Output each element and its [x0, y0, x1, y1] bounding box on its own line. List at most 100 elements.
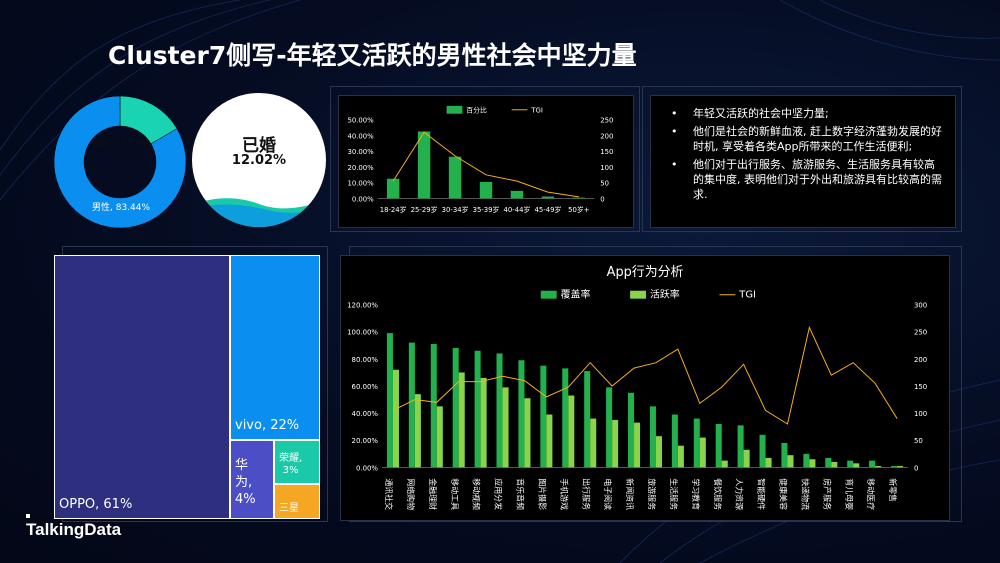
page-title: Cluster7侧写-年轻又活跃的男性社会中坚力量 — [108, 41, 637, 70]
bar-覆盖率-5 — [496, 353, 503, 468]
y-tick-label: 50.00% — [347, 117, 374, 125]
bar-覆盖率-23 — [891, 466, 898, 468]
x-tick-label: 40-44岁 — [504, 205, 531, 214]
x-tick-label: 生活服务 — [669, 478, 679, 510]
bar-活跃率-15 — [721, 460, 728, 468]
x-tick-label: 餐饮服务 — [713, 478, 723, 510]
treemap-label-huawei: 华 为, 4% — [235, 458, 256, 507]
y2-tick-label: 50 — [600, 180, 609, 188]
bar-活跃率-20 — [831, 461, 838, 468]
x-tick-label: 移动工具 — [450, 478, 460, 510]
donut-label-male: 男性, 83.44% — [92, 201, 150, 213]
legend-label-覆盖率: 覆盖率 — [561, 288, 591, 301]
bar-活跃率-13 — [677, 445, 684, 468]
x-tick-label: 人力资源 — [735, 478, 745, 510]
insight-item: 年轻又活跃的社会中坚力量; — [671, 106, 943, 121]
y-tick-label: 0.00% — [352, 195, 374, 203]
x-tick-label: 通讯社交 — [384, 478, 394, 510]
bar-覆盖率-8 — [562, 368, 569, 468]
bar-覆盖率-18 — [781, 442, 788, 468]
wave-decoration — [192, 198, 326, 227]
treemap-cell-huawei: 华 为, 4% — [231, 441, 273, 518]
y2-tick-label: 100 — [600, 164, 613, 172]
donut-label-female: 女性, 16.56% — [92, 137, 150, 149]
treemap-cell-samsung: 三星 — [275, 485, 319, 518]
y2-tick-label: 250 — [600, 117, 613, 125]
bar-活跃率-21 — [853, 463, 860, 468]
y-tick-label: 60.00% — [352, 383, 379, 391]
x-tick-label: 金融理财 — [428, 478, 438, 510]
treemap-cell-vivo: vivo, 22% — [231, 256, 319, 439]
y2-tick-label: 250 — [914, 329, 927, 337]
y2-tick-label: 200 — [914, 356, 927, 364]
bar-覆盖率-9 — [584, 371, 591, 468]
bar-覆盖率-12 — [649, 406, 656, 468]
bar-活跃率-10 — [612, 419, 619, 468]
bar-百分比-3 — [479, 181, 493, 199]
treemap-cell-oppo: OPPO, 61% — [55, 256, 229, 518]
y2-tick-label: 100 — [914, 410, 927, 418]
treemap-label-honor: 荣耀, 3% — [279, 453, 303, 476]
bar-覆盖率-15 — [715, 423, 722, 468]
bar-百分比-6 — [572, 197, 586, 199]
y-tick-label: 30.00% — [347, 148, 374, 156]
bar-活跃率-5 — [502, 387, 509, 468]
bar-百分比-2 — [448, 156, 462, 199]
bar-覆盖率-10 — [606, 387, 613, 468]
bar-覆盖率-21 — [847, 460, 854, 468]
legend-swatch-百分比 — [446, 105, 463, 114]
insight-item: 他们是社会的新鲜血液, 赶上数字经济蓬勃发展的好时机, 享受着各类App所带来的… — [671, 124, 943, 154]
logo-mark — [26, 514, 30, 518]
y-tick-label: 20.00% — [352, 437, 379, 445]
bar-活跃率-11 — [634, 422, 641, 468]
bar-百分比-1 — [417, 131, 431, 199]
x-tick-label: 育儿母婴 — [844, 478, 854, 510]
x-tick-label: 学习教育 — [691, 478, 701, 510]
bar-覆盖率-13 — [671, 414, 678, 468]
bar-活跃率-23 — [897, 466, 904, 468]
bar-覆盖率-22 — [869, 460, 876, 468]
bar-活跃率-4 — [480, 377, 487, 468]
y-tick-label: 120.00% — [347, 302, 378, 310]
x-tick-label: 新零售 — [888, 478, 898, 502]
x-tick-label: 45-49岁 — [534, 205, 561, 214]
bar-覆盖率-7 — [540, 365, 547, 468]
y-tick-label: 40.00% — [347, 132, 374, 140]
y-tick-label: 80.00% — [352, 356, 379, 364]
treemap-label-oppo: OPPO, 61% — [59, 497, 133, 512]
x-tick-label: 房产服务 — [822, 478, 832, 510]
line-TGI — [392, 131, 579, 198]
legend-label-百分比: 百分比 — [466, 106, 487, 115]
bar-活跃率-8 — [568, 395, 575, 468]
bar-覆盖率-17 — [759, 434, 766, 468]
x-tick-label: 25-29岁 — [411, 205, 438, 214]
y2-tick-label: 150 — [914, 383, 927, 391]
y2-tick-label: 0 — [600, 195, 604, 203]
y-tick-label: 40.00% — [352, 410, 379, 418]
insights-list: 年轻又活跃的社会中坚力量; 他们是社会的新鲜血液, 赶上数字经济蓬勃发展的好时机… — [650, 95, 956, 228]
bar-活跃率-7 — [546, 414, 553, 468]
legend-label-活跃率: 活跃率 — [650, 288, 680, 301]
bar-活跃率-9 — [590, 418, 597, 468]
y2-tick-label: 150 — [600, 148, 613, 156]
y2-tick-label: 300 — [914, 302, 927, 310]
bar-活跃率-16 — [743, 449, 750, 468]
bar-覆盖率-3 — [452, 348, 459, 468]
bar-百分比-5 — [541, 196, 555, 199]
x-tick-label: 电子阅读 — [603, 478, 613, 510]
bar-覆盖率-20 — [825, 457, 832, 468]
x-tick-label: 50岁+ — [568, 205, 590, 214]
bar-活跃率-0 — [392, 369, 399, 468]
bar-覆盖率-2 — [430, 343, 437, 468]
bar-活跃率-14 — [699, 437, 706, 468]
bar-活跃率-22 — [875, 466, 882, 468]
x-tick-label: 移动医疗 — [866, 478, 876, 510]
marriage-label: 已婚 — [242, 136, 276, 156]
bar-覆盖率-6 — [518, 360, 525, 468]
treemap-label-vivo: vivo, 22% — [235, 418, 300, 433]
bar-覆盖率-1 — [408, 342, 415, 468]
legend-label-TGI: TGI — [530, 107, 543, 115]
x-tick-label: 健康美容 — [779, 478, 789, 510]
y-tick-label: 0.00% — [356, 464, 378, 472]
x-tick-label: 快递物流 — [800, 478, 810, 510]
